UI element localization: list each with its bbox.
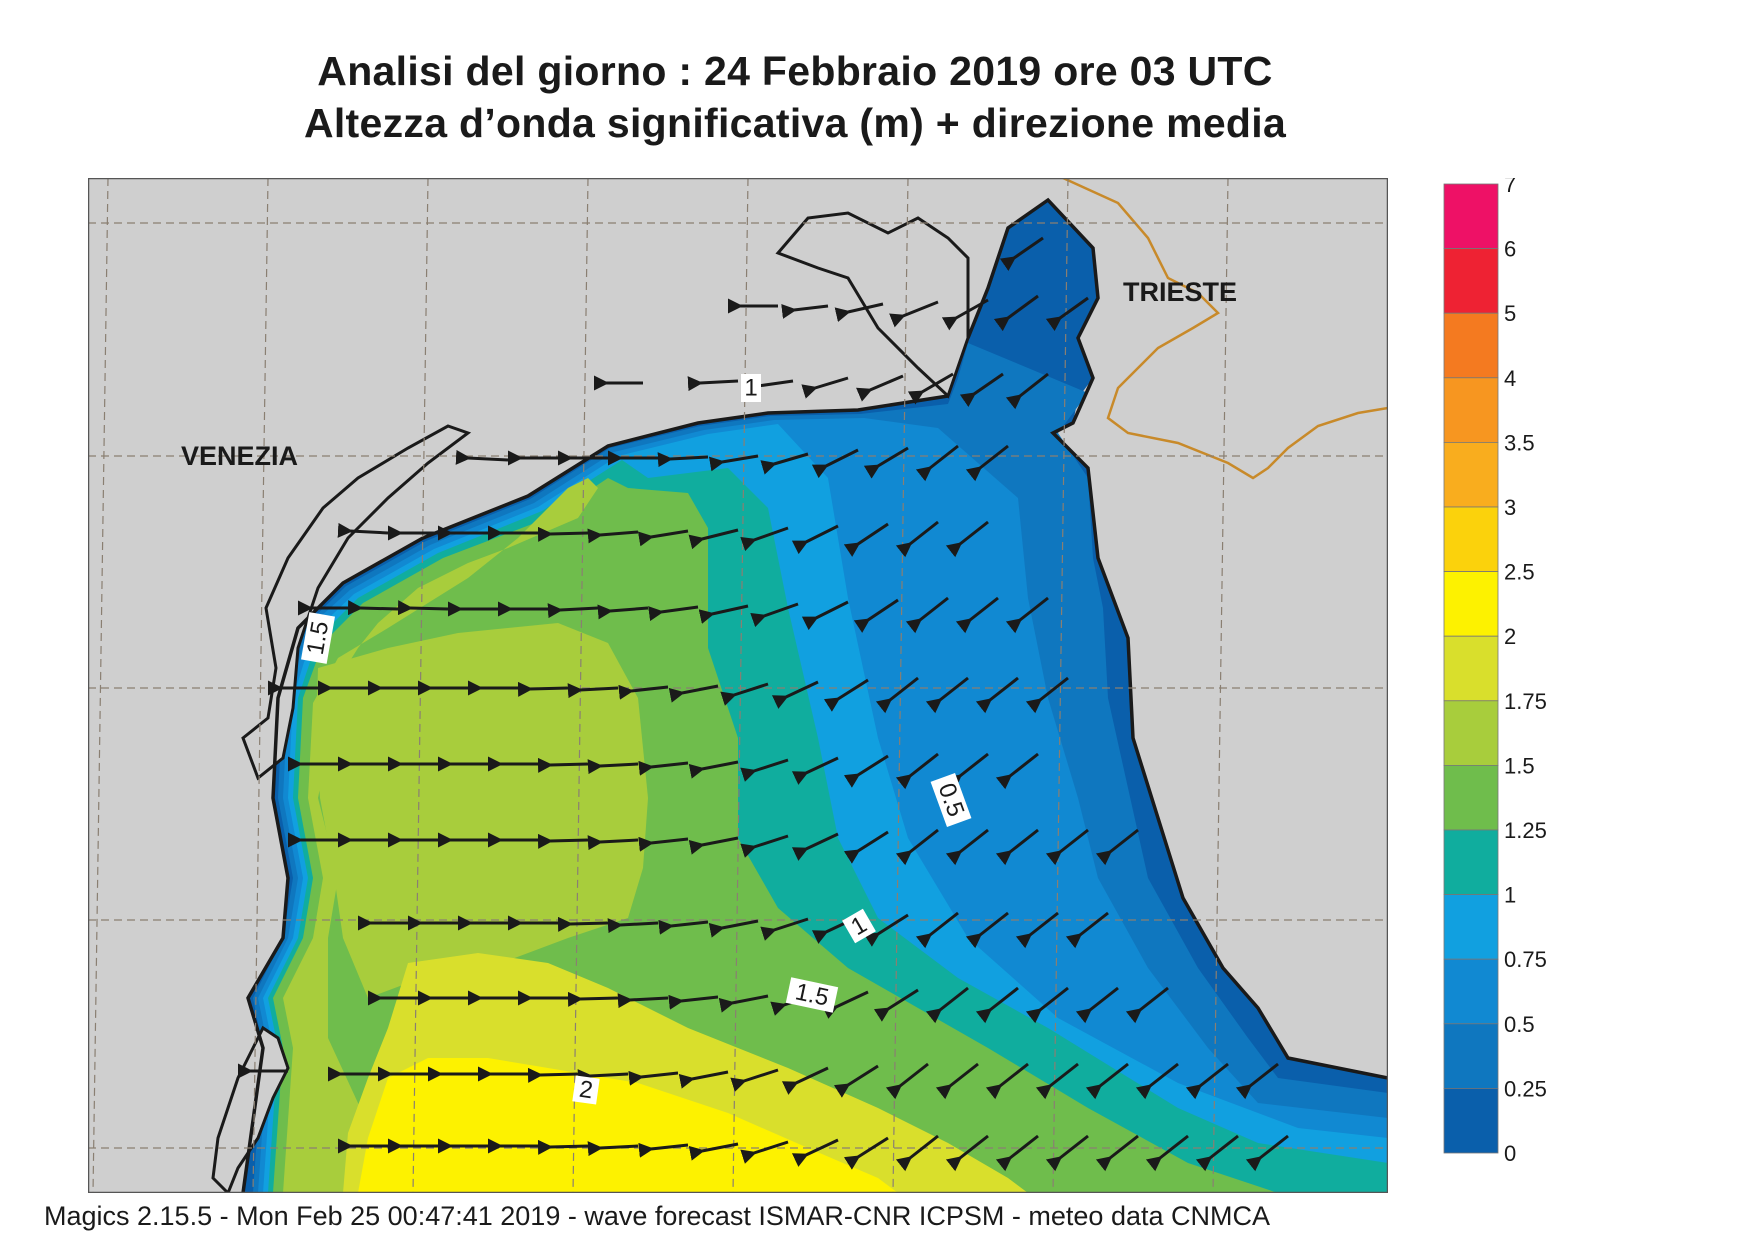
- city-label-venezia: VENEZIA: [181, 441, 298, 471]
- svg-text:1.5: 1.5: [302, 619, 334, 657]
- legend-label: 1.5: [1504, 753, 1535, 778]
- legend-label: 1.25: [1504, 818, 1547, 843]
- lagoon-land: [241, 424, 472, 781]
- legend-label: 1.75: [1504, 689, 1547, 714]
- legend-swatch: [1443, 894, 1499, 960]
- legend-label: 1: [1504, 883, 1516, 908]
- svg-text:1: 1: [744, 375, 757, 402]
- band-1.75: [283, 478, 598, 1193]
- legend-swatch: [1443, 312, 1499, 379]
- legend-label: 0: [1504, 1141, 1516, 1166]
- legend-label: 3.5: [1504, 430, 1535, 455]
- direction-arrows: [238, 236, 1289, 1172]
- contour-label-1-north: 1: [741, 374, 761, 402]
- legend-swatch: [1443, 441, 1499, 508]
- legend-swatch: [1443, 635, 1499, 702]
- graticule: [88, 178, 1388, 1193]
- legend-swatch: [1443, 829, 1499, 895]
- po-delta-land: [211, 1025, 290, 1193]
- band-1.75b: [316, 623, 648, 998]
- legend-swatch: [1443, 765, 1499, 831]
- legend-label: 5: [1504, 301, 1516, 326]
- coastline-italy: [241, 394, 949, 1193]
- legend-swatch: [1443, 958, 1499, 1025]
- legend-swatch: [1443, 700, 1499, 766]
- wave-height-map: 1 1.5 0.5 1 1.5 2 VENEZIA TRIESTE: [88, 178, 1388, 1193]
- gulf-trieste-land: [775, 211, 970, 399]
- legend-swatch: [1443, 377, 1499, 443]
- contour-label-2: 2: [572, 1075, 600, 1105]
- legend-label: 2.5: [1504, 560, 1535, 585]
- map-subtitle: Altezza d’onda significativa (m) + direz…: [303, 100, 1287, 146]
- country-border: [1062, 178, 1388, 480]
- legend-label: 0.75: [1504, 947, 1547, 972]
- map-frame: [88, 178, 1388, 1193]
- contour-label-1.5-west: 1.5: [301, 612, 335, 664]
- legend-label: 0.25: [1504, 1076, 1547, 1101]
- svg-text:2: 2: [578, 1076, 595, 1105]
- legend-label: 6: [1504, 237, 1516, 262]
- legend-label: 4: [1504, 366, 1516, 391]
- legend-swatch: [1443, 1023, 1499, 1089]
- legend-swatch: [1443, 571, 1499, 637]
- legend-swatch: [1443, 248, 1499, 314]
- legend-label: 0.5: [1504, 1012, 1535, 1037]
- color-scale-legend: 7 6 5 4 3.5 3 2.5 2 1.75 1.5 1.25 1 0.75 0.5 0.25 0: [1443, 178, 1547, 1166]
- footer-credits: Magics 2.15.5 - Mon Feb 25 00:47:41 2019…: [44, 1201, 1270, 1231]
- legend-label: 3: [1504, 495, 1516, 520]
- city-label-trieste: TRIESTE: [1123, 277, 1237, 307]
- legend-swatch: [1443, 1088, 1499, 1154]
- legend-label: 2: [1504, 624, 1516, 649]
- legend-label: 7: [1504, 178, 1516, 197]
- legend-swatch: [1443, 506, 1499, 572]
- map-title: Analisi del giorno : 24 Febbraio 2019 or…: [317, 48, 1273, 94]
- coastline-istria: [966, 197, 1388, 1080]
- legend-swatch: [1443, 183, 1499, 249]
- band-2.5: [358, 1058, 898, 1193]
